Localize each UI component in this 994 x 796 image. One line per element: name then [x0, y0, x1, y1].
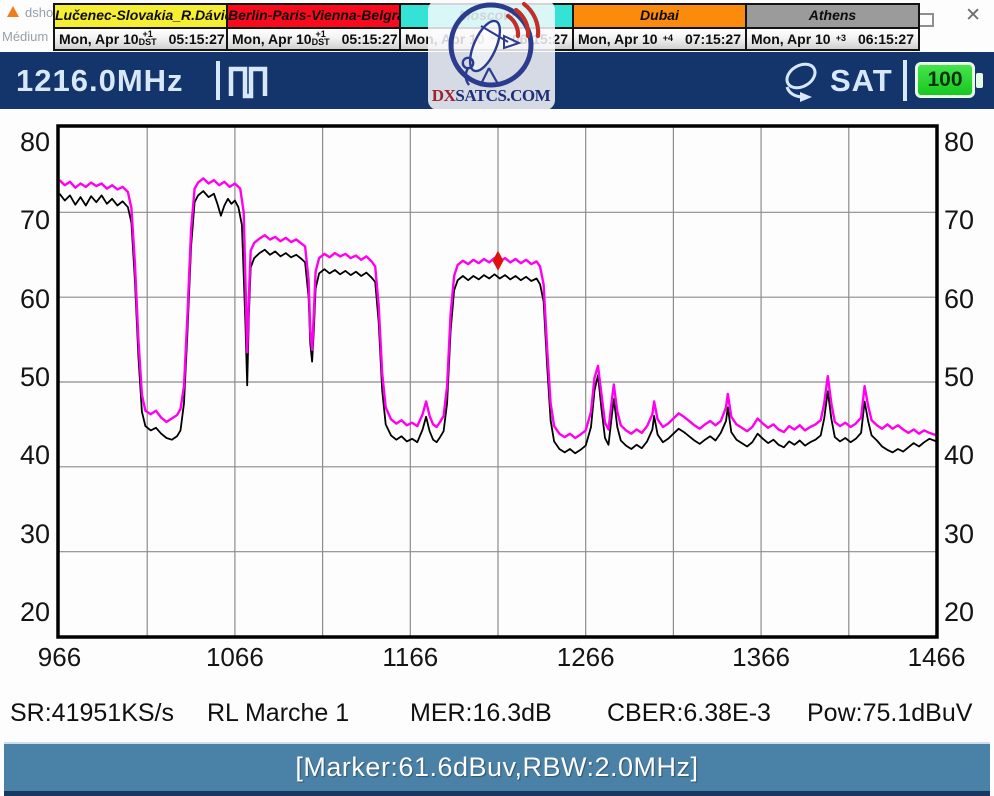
clock-date: Mon, Apr 10: [578, 31, 658, 47]
clock-time: 05:15:27: [341, 31, 398, 47]
clock-panel-athens: Athens Mon, Apr 10 +3 06:15:27: [745, 5, 918, 49]
close-button[interactable]: ✕: [965, 5, 981, 26]
clock-utc-offset: +3: [835, 33, 846, 43]
x-axis-tick-label: 1366: [732, 642, 791, 672]
clock-utc-offset: +4: [662, 33, 673, 43]
marker-readout: [Marker:61.6dBuv,RBW:2.0MHz]: [295, 752, 699, 782]
battery-indicator: 100: [915, 62, 975, 98]
y-axis-tick-label: 20: [19, 596, 50, 627]
y-axis-tick-label: 40: [19, 440, 50, 471]
clock-date: Mon, Apr 10: [59, 31, 139, 47]
clock-time-row: Mon, Apr 10 +3 06:15:27: [747, 29, 918, 49]
x-axis-tick-label: 1066: [205, 642, 264, 672]
clock-time: 06:15:27: [857, 31, 914, 47]
y-axis-tick-label: 50: [944, 361, 975, 392]
status-mer: MER:16.3dB: [410, 699, 552, 727]
y-axis-tick-label: 30: [19, 518, 50, 549]
x-axis-tick-label: 1166: [382, 642, 439, 672]
clock-date: Mon, Apr 10: [751, 31, 831, 47]
clock-time-row: Mon, Apr 10 +1 DST 05:15:27: [55, 29, 226, 49]
marker-diamond: [492, 250, 504, 271]
clock-utc-offset: +1 DST: [311, 29, 330, 47]
x-axis-tick-label: 966: [37, 642, 82, 672]
x-axis-tick-label: 1266: [556, 642, 615, 672]
clock-city-label: Dubai: [574, 5, 745, 29]
sat-mode-label: SAT: [830, 63, 893, 98]
status-symbol-rate: SR:41951KS/s: [10, 699, 174, 727]
dxsatcs-logo-art: DXSATCS.COM: [432, 1, 551, 105]
status-rl-marche: RL Marche 1: [207, 699, 350, 727]
divider: [216, 61, 220, 100]
y-axis-tick-label: 70: [19, 205, 50, 236]
clock-city-label: Lučenec-Slovakia_R.Dávid: [55, 5, 226, 29]
spectrum-plot: [56, 124, 939, 639]
tuned-frequency: 1216.0MHz: [16, 63, 184, 98]
clock-time: 07:15:27: [684, 31, 741, 47]
clock-panel-lucenec: Lučenec-Slovakia_R.Dávid Mon, Apr 10 +1 …: [55, 5, 226, 49]
clock-time: 05:15:27: [168, 31, 225, 47]
y-axis-tick-label: 70: [944, 205, 975, 236]
battery-nub: [976, 73, 983, 88]
y-axis-tick-label: 50: [19, 361, 50, 392]
clock-panel-dubai: Dubai Mon, Apr 10 +4 07:15:27: [572, 5, 745, 49]
clock-time-row: Mon, Apr 10 +1 DST 05:15:27: [228, 29, 399, 49]
svg-text:DXSATCS.COM: DXSATCS.COM: [432, 86, 551, 105]
x-axis-tick-label: 1466: [907, 642, 966, 672]
y-axis-tick-label: 80: [19, 127, 50, 157]
y-axis-tick-label: 40: [944, 440, 975, 471]
divider: [903, 60, 907, 101]
square-wave-icon: [228, 66, 268, 99]
dxsatcs-logo: DXSATCS.COM: [428, 0, 555, 110]
satellite-dish-icon: [785, 62, 817, 102]
medium-label: Médium: [2, 29, 49, 44]
y-axis-tick-label: 60: [19, 283, 50, 314]
clock-city-label: Athens: [747, 5, 918, 29]
clock-date: Mon, Apr 10: [232, 31, 312, 47]
battery-percent: 100: [927, 68, 963, 91]
status-power: Pow:75.1dBuV: [807, 699, 973, 727]
clock-panel-berlin: Berlin-Paris-Vienna-Belgrade Mon, Apr 10…: [226, 5, 399, 49]
y-axis-tick-label: 60: [944, 283, 975, 314]
clock-utc-offset: +1 DST: [138, 29, 157, 47]
y-axis-tick-label: 20: [944, 596, 975, 627]
clock-time-row: Mon, Apr 10 +4 07:15:27: [574, 29, 745, 49]
clock-city-label: Berlin-Paris-Vienna-Belgrade: [228, 5, 399, 29]
status-cber: CBER:6.38E-3: [607, 699, 771, 727]
marker-info-bar: [Marker:61.6dBuv,RBW:2.0MHz]: [4, 742, 990, 796]
vlc-cone-icon: [7, 6, 19, 17]
y-axis-tick-label: 30: [944, 518, 975, 549]
y-axis-tick-label: 80: [944, 127, 975, 157]
